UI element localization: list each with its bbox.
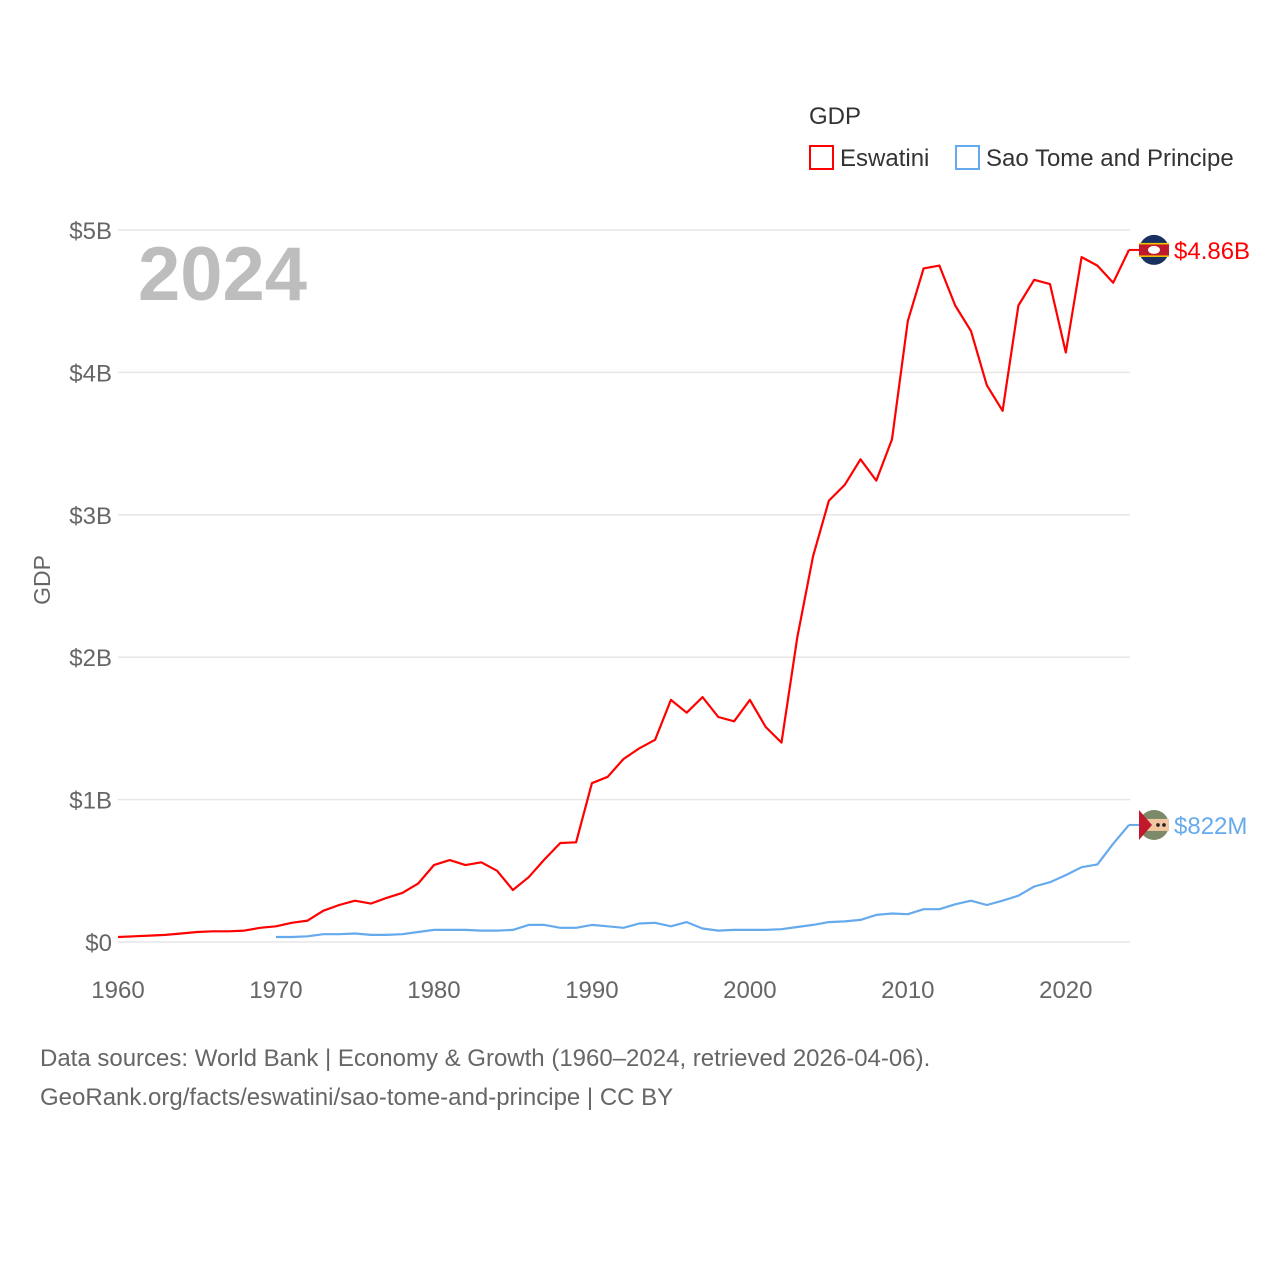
legend-label-sao-tome[interactable]: Sao Tome and Principe [986,145,1234,172]
sao-tome-flag-icon [1139,809,1169,840]
y-axis-ticks: $0 $1B $2B $3B $4B $5B [69,218,112,957]
footer-sources: Data sources: World Bank | Economy & Gro… [40,1045,931,1072]
legend-swatch-sao-tome[interactable] [955,145,980,170]
x-tick-label: 2010 [881,977,934,1004]
legend-swatch-eswatini[interactable] [809,145,834,170]
x-tick-label: 1990 [565,977,618,1004]
x-tick-label: 1960 [91,977,144,1004]
eswatini-flag-icon [1139,234,1169,265]
x-tick-label: 2000 [723,977,776,1004]
legend: GDP Eswatini Sao Tome and Principe [809,103,1234,172]
watermark-year: 2024 [138,232,307,317]
grid-lines [118,229,1130,943]
series-end-labels: $4.86B $822M [1129,234,1250,840]
end-value-label: $4.86B [1174,238,1250,265]
y-tick-label: $1B [69,788,112,815]
end-value-label: $822M [1174,813,1247,840]
x-tick-label: 1980 [407,977,460,1004]
x-tick-label: 1970 [249,977,302,1004]
y-tick-label: $2B [69,645,112,672]
series-line-0 [117,249,1130,939]
x-tick-label: 2020 [1039,977,1092,1004]
y-tick-label: $5B [69,218,112,245]
y-axis-title: GDP [29,555,55,605]
footer-attribution[interactable]: GeoRank.org/facts/eswatini/sao-tome-and-… [40,1084,674,1111]
y-tick-label: $4B [69,360,112,387]
x-axis-ticks: 1960 1970 1980 1990 2000 2010 2020 [91,977,1092,1004]
y-tick-label: $0 [85,930,112,957]
series-line-1 [276,824,1130,939]
series-lines [117,249,1130,939]
legend-label-eswatini[interactable]: Eswatini [840,145,929,172]
legend-title: GDP [809,103,861,130]
y-tick-label: $3B [69,503,112,530]
